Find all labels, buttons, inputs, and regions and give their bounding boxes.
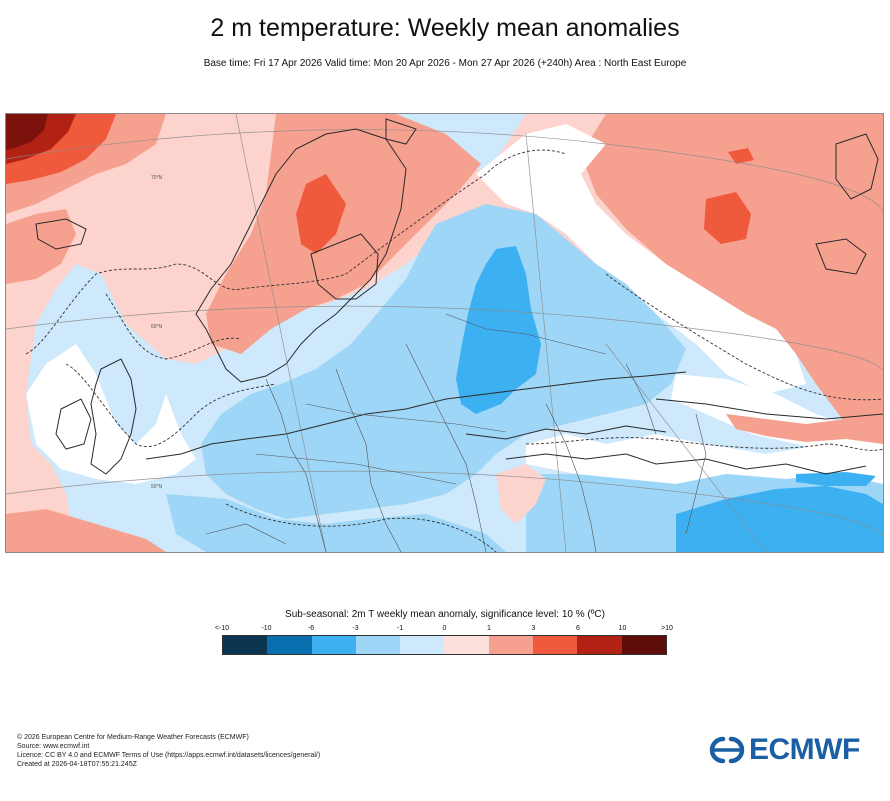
footer-source: Source: www.ecmwf.int (17, 743, 90, 750)
anomaly-area-southeast-pink (496, 464, 546, 524)
legend-colorbar (222, 635, 667, 655)
footer-copyright: © 2026 European Centre for Medium-Range … (17, 734, 249, 741)
legend-swatch-5 (444, 636, 489, 654)
anomaly-area-scandinavia-salmon (206, 114, 481, 354)
legend-swatch-9 (621, 636, 666, 654)
anomaly-area-atlantic-salmon-2 (6, 209, 76, 284)
legend-swatch-7 (533, 636, 578, 654)
legend-label: -10 (261, 625, 272, 632)
anomaly-area-scandinavia-red (296, 174, 346, 254)
anomaly-area-southwest-light-blue (166, 494, 506, 552)
footer-credits: © 2026 European Centre for Medium-Range … (17, 733, 320, 769)
anomaly-area-white-west (26, 344, 196, 484)
legend-swatch-4 (400, 636, 445, 654)
legend-swatch-6 (488, 636, 534, 654)
legend-label: 0 (442, 625, 447, 632)
legend-swatch-1 (267, 636, 312, 654)
anomaly-area-russia-red-1 (704, 192, 751, 244)
legend-label: 6 (576, 625, 580, 632)
ecmwf-logo-text: ECMWF (749, 733, 860, 766)
anomaly-area-central-blue (456, 246, 541, 414)
legend-label: -6 (307, 625, 315, 632)
legend-labels: <-10 -10 -6 -3 -1 0 1 3 6 10 >10 (215, 625, 673, 635)
legend-label: 3 (531, 625, 536, 632)
legend-swatch-8 (577, 636, 622, 654)
legend-label: 10 (618, 625, 627, 632)
map-canvas (6, 114, 883, 552)
ecmwf-logo-icon (709, 736, 745, 764)
footer-licence: Licence: CC BY 4.0 and ECMWF Terms of Us… (17, 752, 321, 759)
graticule (6, 114, 883, 552)
country-borders (205, 313, 707, 552)
latitude-label-70n: 70°N (151, 175, 163, 181)
latitude-label-50n: 50°N (151, 484, 163, 490)
anomaly-area-russia-red-2 (728, 148, 754, 164)
anomaly-area-northwest-deep (6, 114, 48, 150)
legend-swatch-3 (355, 636, 401, 654)
anomaly-area-russia-salmon (581, 114, 883, 424)
legend-label: -3 (352, 625, 359, 632)
anomaly-area-white-belt-north (476, 124, 806, 394)
latitude-label-60n: 60°N (151, 324, 163, 330)
legend-title: Sub-seasonal: 2m T weekly mean anomaly, … (285, 609, 605, 620)
chart-subtitle: Base time: Fri 17 Apr 2026 Valid time: M… (203, 58, 687, 69)
significance-contours (25, 149, 883, 552)
coastlines (35, 118, 883, 475)
anomaly-area-east-salmon (726, 414, 883, 444)
anomaly-map: 70°N 60°N 50°N (5, 113, 884, 553)
footer-created: Created at 2026-04-18T07:55:21.245Z (17, 761, 137, 768)
chart-title: 2 m temperature: Weekly mean anomalies (210, 14, 680, 42)
legend-label: 1 (487, 625, 491, 632)
anomaly-area-central-light-blue (201, 204, 686, 519)
legend-label: >10 (661, 625, 673, 632)
legend-swatch-2 (311, 636, 356, 654)
legend-label: -1 (396, 625, 404, 632)
legend-swatch-0 (223, 636, 268, 654)
anomaly-area-southeast-blue-2 (796, 472, 876, 486)
ecmwf-logo: ECMWF (707, 733, 877, 769)
legend-label: <-10 (214, 625, 230, 632)
anomaly-area-southwest-salmon (6, 509, 166, 552)
